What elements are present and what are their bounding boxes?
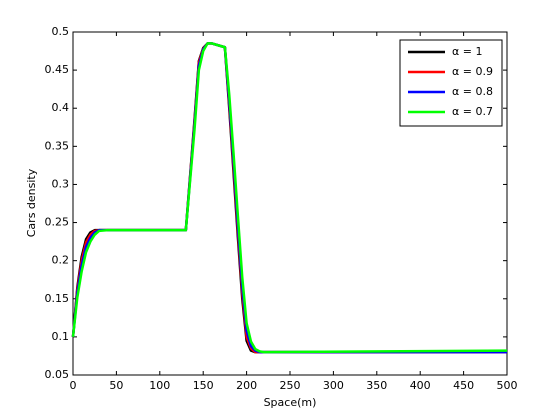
x-tick-label: 250 bbox=[280, 379, 301, 392]
x-tick-label: 100 bbox=[149, 379, 170, 392]
x-tick-label: 300 bbox=[323, 379, 344, 392]
y-tick-label: 0.1 bbox=[52, 330, 70, 343]
y-tick-label: 0.45 bbox=[45, 63, 70, 76]
y-tick-label: 0.2 bbox=[52, 254, 70, 267]
x-tick-label: 450 bbox=[453, 379, 474, 392]
y-tick-label: 0.25 bbox=[45, 216, 70, 229]
y-tick-label: 0.4 bbox=[52, 101, 70, 114]
y-tick-label: 0.5 bbox=[52, 25, 70, 38]
x-tick-label: 200 bbox=[236, 379, 257, 392]
x-axis-label: Space(m) bbox=[264, 396, 317, 409]
x-tick-label: 150 bbox=[193, 379, 214, 392]
x-tick-label: 350 bbox=[366, 379, 387, 392]
y-tick-label: 0.15 bbox=[45, 292, 70, 305]
y-tick-label: 0.3 bbox=[52, 177, 70, 190]
y-axis-label: Cars density bbox=[25, 168, 38, 237]
x-tick-label: 50 bbox=[109, 379, 123, 392]
legend-label: α = 1 bbox=[452, 45, 482, 58]
y-tick-label: 0.05 bbox=[45, 368, 70, 381]
line bbox=[71, 42, 508, 354]
legend-label: α = 0.8 bbox=[452, 85, 493, 98]
x-tick-label: 500 bbox=[497, 379, 518, 392]
legend-label: α = 0.7 bbox=[452, 105, 493, 118]
x-tick-label: 0 bbox=[70, 379, 77, 392]
y-tick-label: 0.35 bbox=[45, 139, 70, 152]
x-tick-label: 400 bbox=[410, 379, 431, 392]
legend-label: α = 0.9 bbox=[452, 65, 493, 78]
